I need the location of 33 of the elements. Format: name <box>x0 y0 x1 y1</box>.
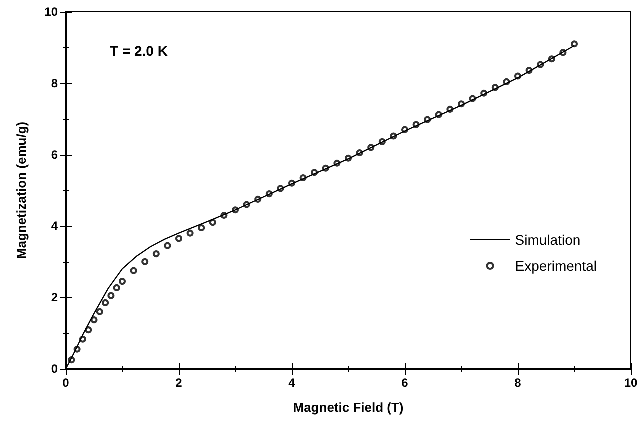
y-tick-label: 4 <box>51 219 58 234</box>
point <box>119 278 126 286</box>
point <box>164 242 172 250</box>
point <box>85 326 92 334</box>
y-axis-title: Magnetization (emu/g) <box>14 122 29 260</box>
x-axis-title: Magnetic Field (T) <box>293 400 404 415</box>
y-tick-label: 0 <box>51 362 58 376</box>
point <box>198 224 206 232</box>
x-tick-label: 0 <box>62 376 70 390</box>
point <box>209 219 216 226</box>
x-tick-label: 4 <box>288 376 296 390</box>
y-tick-label: 2 <box>51 290 58 305</box>
y-tick-label: 8 <box>51 76 58 90</box>
point <box>113 284 120 292</box>
x-tick-label: 8 <box>514 376 522 390</box>
point <box>176 235 182 242</box>
x-tick-label: 10 <box>624 376 638 390</box>
point <box>108 292 115 300</box>
point <box>102 299 110 306</box>
point <box>130 267 138 274</box>
y-tick-label: 10 <box>44 5 58 19</box>
point <box>96 308 104 316</box>
point <box>142 258 149 266</box>
x-tick-label: 2 <box>176 376 183 390</box>
x-tick-label: 6 <box>402 376 409 390</box>
point <box>152 250 160 258</box>
annotation: T = 2.0 K <box>110 43 168 59</box>
point <box>90 316 98 324</box>
legend-label: Simulation <box>515 232 581 248</box>
legend-label: Experimental <box>515 258 597 274</box>
y-tick-label: 6 <box>51 148 58 162</box>
point <box>186 230 194 237</box>
point <box>571 40 578 48</box>
